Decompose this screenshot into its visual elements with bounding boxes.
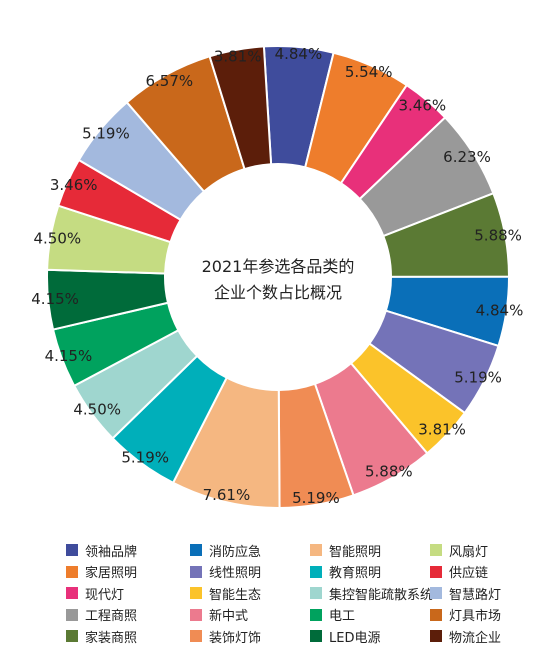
legend-label: 家装商照	[85, 630, 138, 646]
legend-swatch	[430, 565, 442, 578]
legend-label: 工程商照	[85, 609, 138, 624]
legend-item: 电工	[310, 605, 355, 625]
legend-item: LED电源	[310, 626, 380, 646]
slice-label-现代灯: 3.46%	[398, 97, 446, 115]
legend-item: 装饰灯饰	[190, 626, 261, 646]
legend-item: 线性照明	[190, 562, 261, 582]
slice-label-智能生态: 3.81%	[418, 421, 466, 439]
slice-label-线性照明: 5.19%	[454, 369, 502, 387]
legend-label: 供应链	[449, 566, 489, 581]
legend-item: 智能生态	[190, 583, 261, 603]
legend-swatch	[310, 587, 322, 599]
slice-label-物流企业: 3.81%	[214, 48, 262, 66]
chart-title-line-2: 企业个数占比概况	[214, 283, 342, 302]
legend-item: 教育照明	[310, 562, 381, 582]
legend-item: 智慧路灯	[430, 583, 501, 603]
legend-swatch	[430, 608, 442, 621]
legend-label: 集控智能疏散系统	[329, 587, 434, 603]
slice-label-消防应急: 4.84%	[476, 302, 524, 320]
chart-title-line-1: 2021年参选各品类的	[202, 257, 355, 276]
legend-label: 教育照明	[329, 566, 382, 581]
legend-label: 电工	[329, 609, 356, 624]
legend-label: LED电源	[329, 630, 381, 646]
slice-label-家居照明: 5.54%	[345, 63, 393, 81]
legend-item: 家居照明	[66, 562, 137, 582]
slice-label-智慧路灯: 5.19%	[82, 125, 130, 143]
donut-chart: 4.84% 5.54% 3.46% 6.23% 5.88% 4.84% 5.19% 3.81%…	[31, 45, 523, 509]
legend-swatch	[66, 544, 78, 556]
legend-label: 物流企业	[449, 630, 502, 646]
legend-swatch	[66, 608, 78, 621]
slice-label-新中式: 5.88%	[365, 463, 413, 481]
legend-item: 现代灯	[66, 583, 124, 603]
legend-item: 家装商照	[66, 626, 137, 646]
legend-label: 现代灯	[85, 587, 125, 603]
legend-item: 风扇灯	[430, 540, 488, 560]
legend-item: 物流企业	[430, 626, 501, 646]
legend-item: 工程商照	[66, 605, 137, 625]
chart-title: 2021年参选各品类的 企业个数占比概况	[202, 257, 355, 302]
legend-item: 供应链	[430, 562, 488, 582]
slice-label-智能照明: 7.61%	[203, 486, 251, 504]
legend-swatch	[190, 565, 202, 578]
legend-label: 消防应急	[209, 544, 262, 560]
legend-item: 灯具市场	[430, 605, 501, 625]
legend-label: 线性照明	[209, 566, 262, 581]
legend-item: 集控智能疏散系统	[310, 583, 433, 603]
legend-swatch	[430, 544, 442, 556]
legend-swatch	[310, 544, 322, 556]
legend-swatch	[190, 587, 202, 599]
legend-swatch	[190, 608, 202, 621]
legend-label: 智能生态	[209, 587, 262, 603]
chart-legend: 领袖品牌 消防应急 智能照明 风扇灯家居照明 线性照明 教育照明 供应链现代灯 智能生态 集控智…	[66, 540, 546, 650]
legend-item: 新中式	[190, 605, 248, 625]
slice-label-领袖品牌: 4.84%	[275, 45, 323, 63]
legend-swatch	[430, 587, 442, 599]
slice-labels: 4.84% 5.54% 3.46% 6.23% 5.88% 4.84% 5.19% 3.81%…	[31, 45, 523, 507]
legend-item: 领袖品牌	[66, 540, 137, 560]
slice-label-LED电源: 4.15%	[31, 290, 79, 308]
slice-label-电工: 4.15%	[45, 347, 93, 365]
legend-swatch	[190, 630, 202, 642]
legend-label: 灯具市场	[449, 609, 502, 624]
slice-label-供应链: 3.46%	[50, 176, 98, 194]
slice-label-工程商照: 6.23%	[443, 148, 491, 166]
slice-label-教育照明: 5.19%	[121, 448, 169, 466]
legend-item: 消防应急	[190, 540, 261, 560]
legend-label: 风扇灯	[449, 544, 489, 560]
legend-label: 智慧路灯	[449, 587, 502, 603]
legend-label: 新中式	[209, 609, 249, 624]
legend-label: 智能照明	[329, 544, 382, 560]
legend-swatch	[190, 544, 202, 556]
legend-swatch	[66, 630, 78, 642]
legend-swatch	[66, 565, 78, 578]
legend-label: 领袖品牌	[85, 544, 138, 560]
legend-swatch	[310, 630, 322, 642]
legend-label: 装饰灯饰	[209, 630, 262, 646]
slice-label-家装商照: 5.88%	[474, 227, 522, 245]
legend-swatch	[310, 608, 322, 621]
slice-label-风扇灯: 4.50%	[33, 230, 81, 248]
legend-label: 家居照明	[85, 566, 138, 581]
legend-swatch	[430, 630, 442, 642]
slice-label-集控智能疏散系统: 4.50%	[73, 400, 121, 418]
slice-label-灯具市场: 6.57%	[145, 72, 193, 90]
slice-物流企业	[208, 45, 273, 171]
legend-item: 智能照明	[310, 540, 381, 560]
legend-swatch	[66, 587, 78, 599]
legend-swatch	[310, 565, 322, 578]
donut-slices	[46, 45, 511, 509]
slice-label-装饰灯饰: 5.19%	[292, 489, 340, 507]
